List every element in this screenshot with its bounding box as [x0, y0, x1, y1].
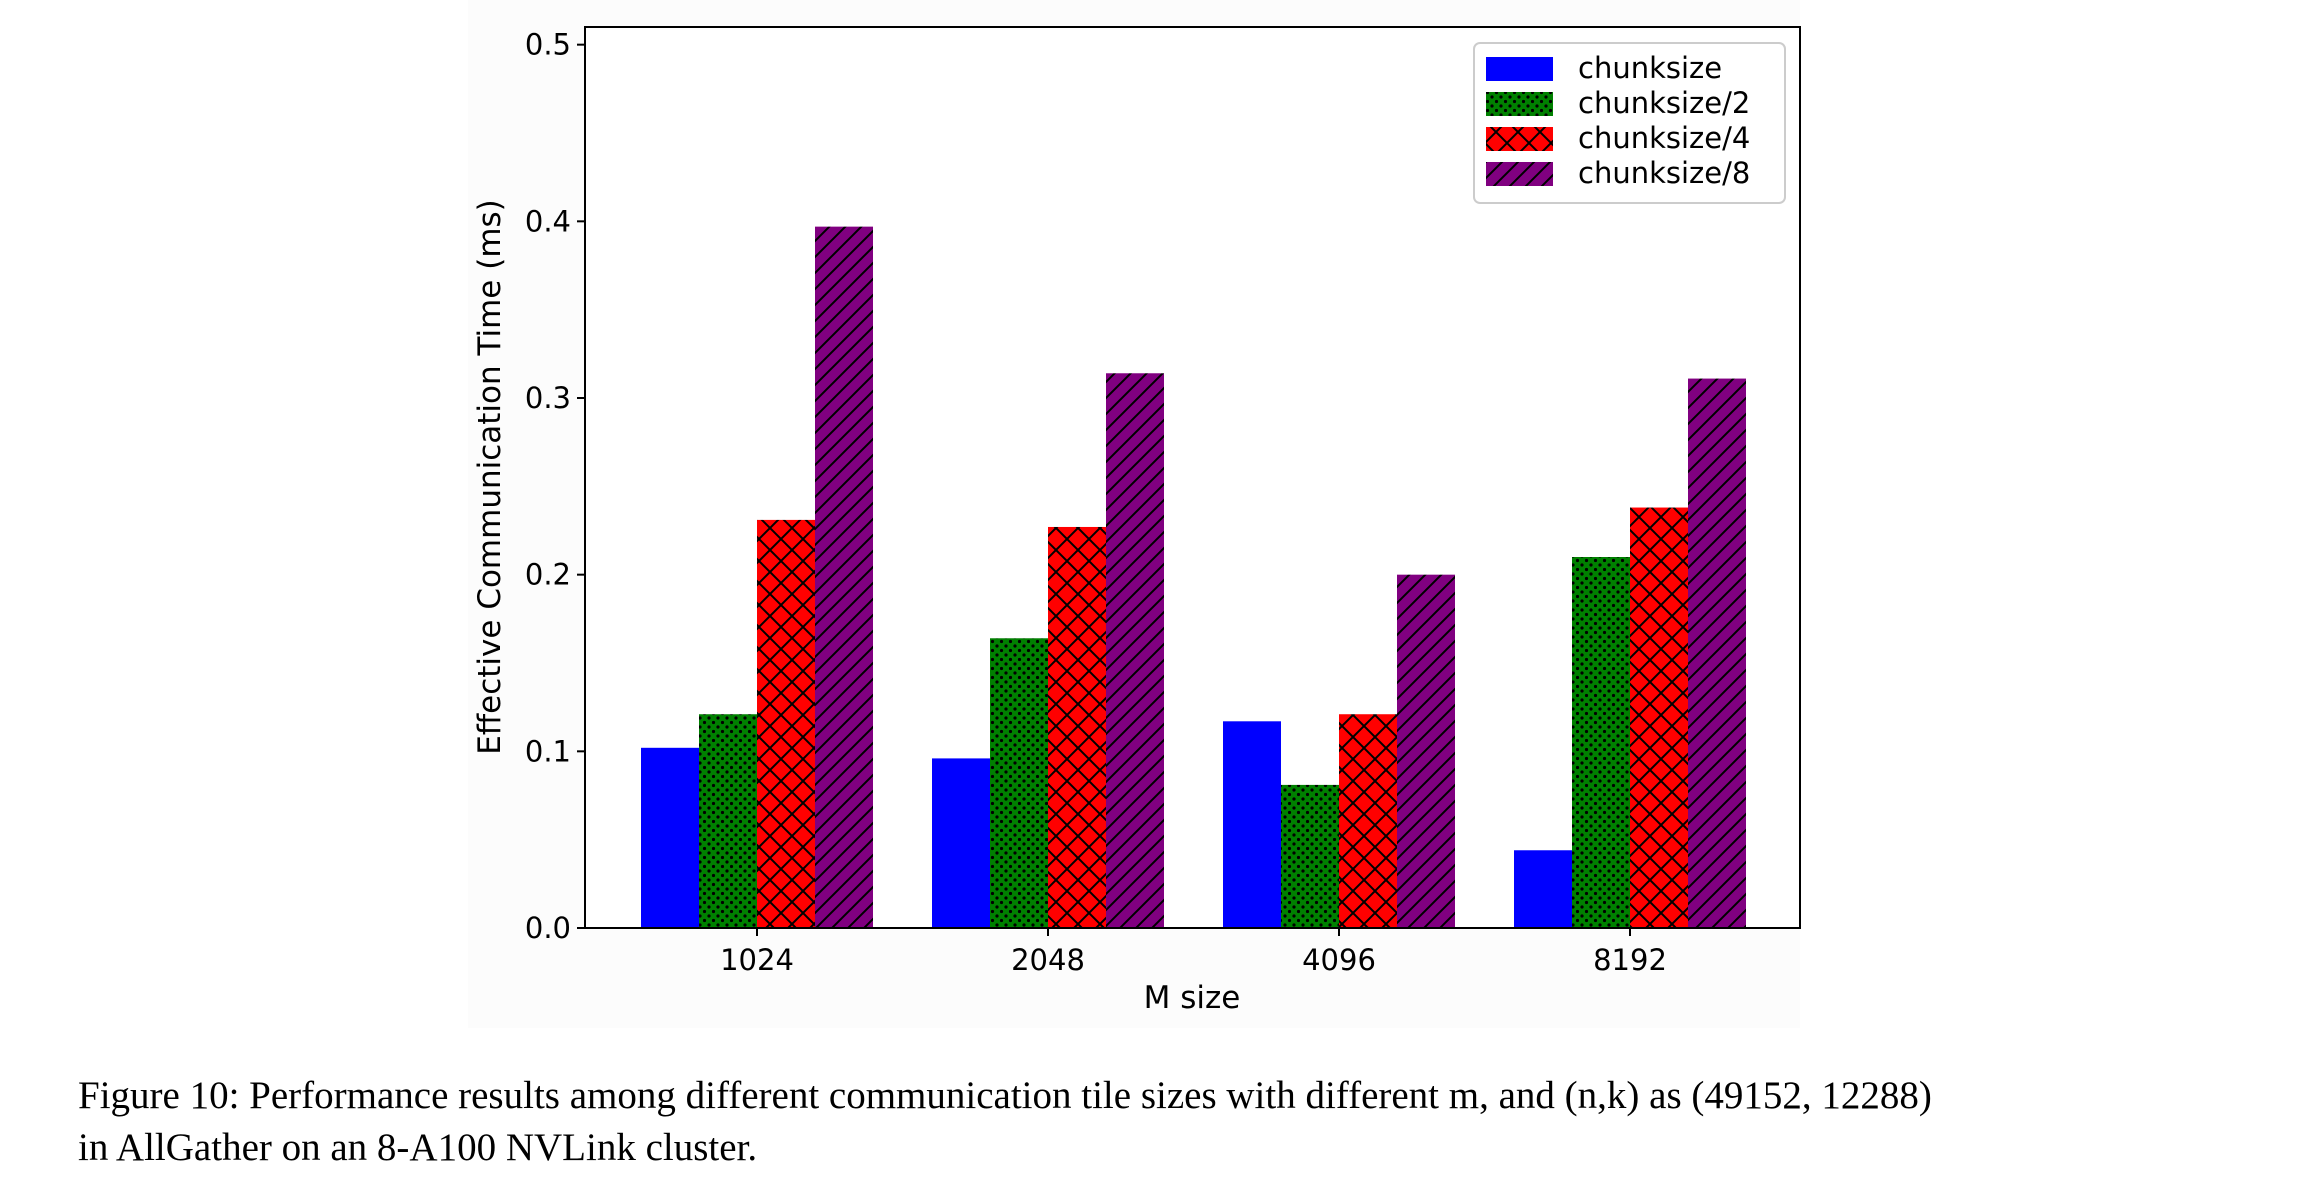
x-tick-label: 2048: [1011, 943, 1085, 977]
figure-caption: Figure 10: Performance results among dif…: [78, 1070, 2278, 1174]
legend-swatch: [1486, 57, 1553, 81]
x-tick-label: 4096: [1302, 943, 1376, 977]
caption-line-2: in AllGather on an 8-A100 NVLink cluster…: [78, 1126, 758, 1169]
legend-swatch: [1486, 162, 1553, 186]
y-tick-label: 0.2: [525, 558, 571, 592]
bar-chunksize-4-1024: [757, 519, 815, 928]
bar-chunksize-8-8192: [1688, 378, 1746, 929]
legend: chunksizechunksize/2chunksize/4chunksize…: [1473, 42, 1786, 204]
bar-chunksize-8-2048: [1106, 373, 1164, 928]
x-axis-label: M size: [1144, 980, 1241, 1016]
legend-label: chunksize/8: [1578, 156, 1750, 190]
y-axis-label: Effective Communication Time (ms): [472, 199, 508, 755]
bar-chunksize-2-1024: [699, 714, 757, 928]
legend-label: chunksize/2: [1578, 86, 1750, 120]
y-tick-label: 0.1: [525, 734, 571, 768]
plot-frame: [584, 26, 1801, 929]
bar-chunksize-4096: [1223, 721, 1281, 928]
bar-chunksize-8-1024: [815, 226, 873, 929]
legend-label: chunksize: [1578, 51, 1722, 85]
bar-chunksize-2048: [932, 758, 990, 928]
bar-chunksize-8192: [1514, 850, 1572, 928]
legend-label: chunksize/4: [1578, 121, 1750, 155]
legend-swatch: [1486, 92, 1553, 116]
y-tick-label: 0.5: [525, 28, 571, 62]
bar-chunksize-4-2048: [1048, 526, 1106, 928]
bar-chunksize-8-4096: [1397, 574, 1455, 928]
bar-chunksize-1024: [641, 747, 699, 928]
x-tick-label: 8192: [1593, 943, 1667, 977]
bar-chunksize-4-4096: [1339, 714, 1397, 928]
legend-swatch: [1486, 127, 1553, 151]
bar-chunksize-4-8192: [1630, 507, 1688, 928]
caption-line-1: Figure 10: Performance results among dif…: [78, 1074, 1932, 1117]
y-tick-label: 0.3: [525, 381, 571, 415]
x-tick-label: 1024: [720, 943, 794, 977]
bar-chunksize-2-8192: [1572, 557, 1630, 928]
bar-chunksize-2-4096: [1281, 784, 1339, 928]
bar-chunksize-2-2048: [990, 638, 1048, 928]
y-tick-label: 0.0: [525, 911, 571, 945]
y-tick-label: 0.4: [525, 204, 571, 238]
